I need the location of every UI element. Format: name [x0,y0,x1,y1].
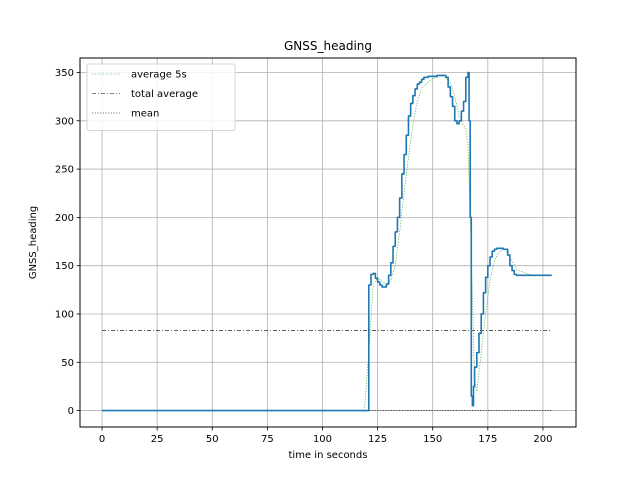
legend-label: average 5s [131,70,187,81]
series-line-average-5s [102,76,552,411]
x-tick-label: 175 [478,434,497,445]
chart-title: GNSS_heading [284,39,372,53]
y-tick-label: 100 [55,309,74,320]
legend-label: total average [131,89,198,100]
x-tick-label: 25 [151,434,164,445]
x-tick-label: 50 [206,434,219,445]
y-tick-label: 350 [55,68,74,79]
x-tick-label: 75 [261,434,274,445]
x-axis-label: time in seconds [289,450,368,461]
y-tick-label: 250 [55,165,74,176]
y-tick-label: 50 [61,358,74,369]
x-tick-label: 200 [533,434,552,445]
y-axis-label: GNSS_heading [28,206,39,279]
legend-label: mean [131,109,159,120]
series-line-heading [102,71,552,412]
ticks: 0 25 50 75 100 125 150 175 200 0 50 100 150 200 250 300… [55,68,553,445]
x-tick-label: 0 [99,434,105,445]
y-tick-label: 300 [55,116,74,127]
y-tick-label: 150 [55,261,74,272]
legend: average 5s total average mean [86,63,236,131]
plot-lines [102,71,552,412]
x-tick-label: 150 [423,434,442,445]
y-tick-label: 200 [55,213,74,224]
legend-box [86,63,236,131]
axes-frame [79,57,577,428]
x-tick-label: 100 [313,434,332,445]
x-tick-label: 125 [368,434,387,445]
y-tick-label: 0 [68,406,74,417]
